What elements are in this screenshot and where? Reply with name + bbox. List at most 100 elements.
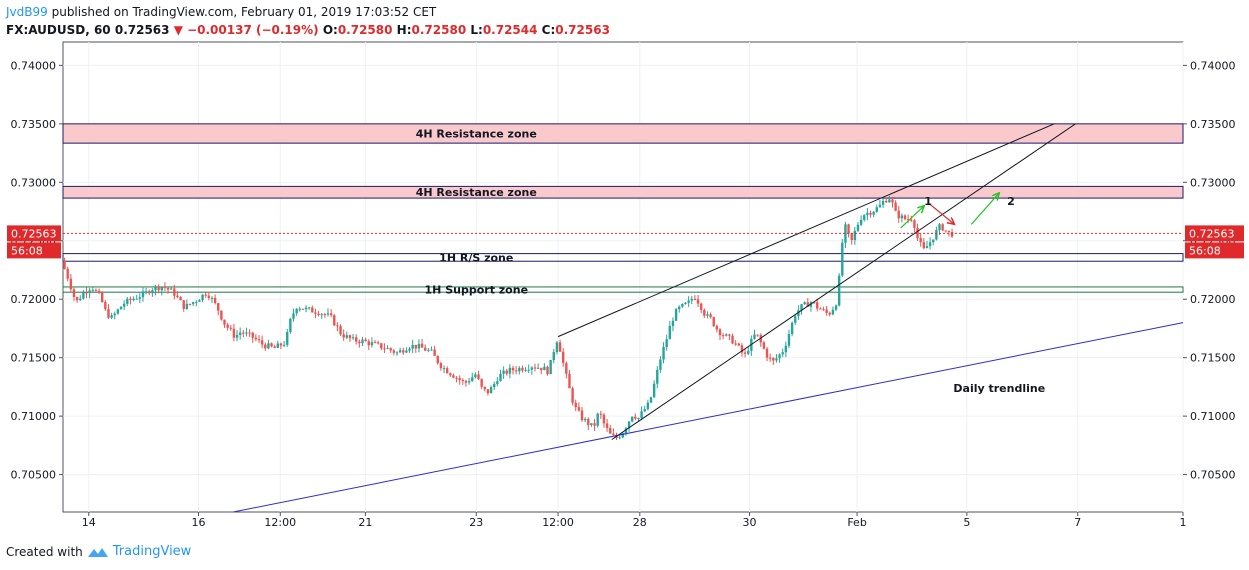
candle-body <box>424 347 427 351</box>
candle-body <box>238 332 242 335</box>
tradingview-brand[interactable]: TradingView <box>112 544 192 559</box>
candle-body <box>445 368 449 374</box>
candle-body <box>759 335 762 343</box>
candle-body <box>433 349 436 356</box>
candle-body <box>301 308 305 310</box>
candle-body <box>897 210 900 219</box>
candle-body <box>819 308 822 310</box>
zone-1 <box>62 123 1184 144</box>
candle-body <box>267 343 270 349</box>
candle-body <box>941 224 944 231</box>
candle-body <box>662 346 665 360</box>
candle-body <box>950 232 954 237</box>
high-label: H: <box>396 23 412 37</box>
candle-body <box>841 242 844 276</box>
annotation-4: 2 <box>1007 195 1015 208</box>
candle-body <box>935 230 938 240</box>
candle-body <box>69 278 73 290</box>
close-value: 0.72563 <box>555 23 610 37</box>
candle-body <box>797 310 800 317</box>
low-label: L: <box>470 23 483 37</box>
plot-area <box>62 41 1184 513</box>
candle-body <box>900 215 904 219</box>
candle-body <box>747 350 750 354</box>
candle-body <box>580 410 584 421</box>
x-tick-label: 12:00 <box>542 516 574 529</box>
candle-body <box>113 313 116 316</box>
candle-body <box>176 295 179 298</box>
open-value: 0.72580 <box>337 23 393 37</box>
candle-body <box>913 220 916 228</box>
candle-body <box>307 307 311 309</box>
candle-body <box>248 332 251 334</box>
candle-body <box>737 343 741 346</box>
candle-body <box>825 309 828 313</box>
y-tick-label-right: 0.73500 <box>1190 118 1236 131</box>
price-tag-left <box>7 225 61 242</box>
candle-body <box>891 199 894 203</box>
price-chart[interactable]: 4H Resistance zone 4H Resistance zone 1H R… <box>0 0 1249 540</box>
y-tick-label-right: 0.71500 <box>1190 352 1236 365</box>
price-tag-text-left: 0.72563 <box>11 227 57 240</box>
candle-body <box>276 343 280 348</box>
candle-body <box>612 433 615 435</box>
author-name[interactable]: JvdB99 <box>6 5 48 19</box>
y-tick-label-left: 0.73500 <box>11 118 57 131</box>
candle-body <box>947 230 951 233</box>
candle-body <box>712 317 715 326</box>
candle-body <box>364 339 367 342</box>
rising-wedge-lower <box>611 123 1076 440</box>
candle-body <box>317 313 320 316</box>
candle-body <box>828 312 831 315</box>
candle-body <box>574 402 577 408</box>
x-tick-label: 7 <box>1074 516 1081 529</box>
candle-body <box>329 313 333 316</box>
candle-body <box>659 359 662 370</box>
candle-body <box>609 427 612 434</box>
candle-body <box>270 343 273 347</box>
candle-body <box>188 303 192 305</box>
candle-body <box>257 339 261 341</box>
zone-label-2: 4H Resistance zone <box>416 186 537 199</box>
candle-body <box>232 328 236 338</box>
candle-body <box>493 383 496 388</box>
candle-body <box>254 337 258 340</box>
candle-body <box>398 350 402 353</box>
x-tick-label: 30 <box>743 516 757 529</box>
candle-body <box>863 215 866 220</box>
candle-body <box>461 380 465 382</box>
candle-body <box>157 286 160 291</box>
candle-body <box>787 333 791 346</box>
candle-body <box>370 342 374 346</box>
candle-body <box>79 298 82 301</box>
candle-body <box>235 334 239 338</box>
candle-body <box>361 339 364 344</box>
candle-body <box>630 416 634 422</box>
candle-body <box>386 348 389 350</box>
candle-body <box>762 342 766 349</box>
candle-body <box>173 288 176 296</box>
candle-body <box>339 326 342 335</box>
x-tick-label: 21 <box>358 516 372 529</box>
candle-body <box>928 242 932 247</box>
candle-body <box>527 369 530 371</box>
candle-body <box>458 378 461 381</box>
candle-body <box>110 315 113 318</box>
candle-body <box>389 348 392 351</box>
countdown-text-left: 56:08 <box>11 244 43 257</box>
low-value: 0.72544 <box>482 23 538 37</box>
candle-body <box>656 369 659 384</box>
candle-body <box>333 315 336 326</box>
candle-body <box>279 343 283 346</box>
candle-body <box>414 344 417 349</box>
candle-body <box>264 344 267 349</box>
candle-body <box>486 389 490 394</box>
candle-body <box>436 355 439 364</box>
candle-body <box>794 316 797 323</box>
candle-body <box>919 238 922 243</box>
candle-body <box>351 337 355 339</box>
candle-body <box>637 418 640 420</box>
candle-body <box>734 343 737 345</box>
candle-body <box>148 291 151 294</box>
candle-body <box>816 302 819 309</box>
